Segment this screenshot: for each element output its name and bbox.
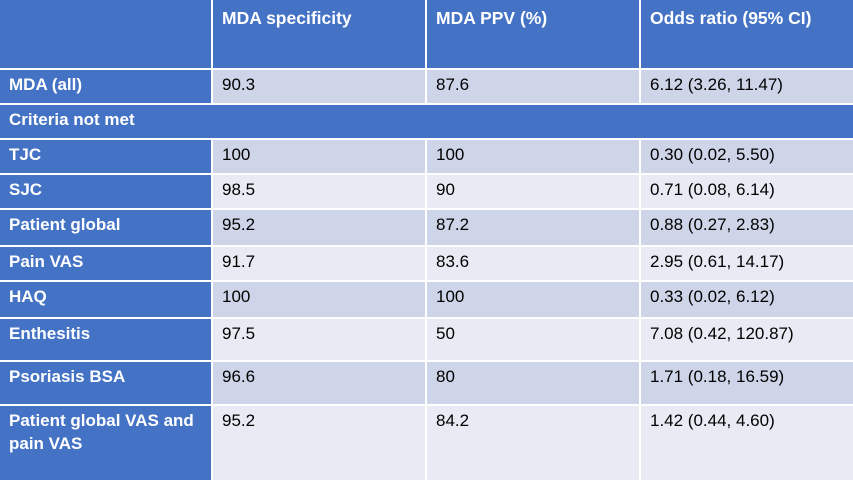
cell-value: 100 — [427, 282, 639, 317]
cell-value: 0.88 (0.27, 2.83) — [641, 210, 853, 245]
cell-value: 50 — [427, 319, 639, 360]
row-label-tjc: TJC — [0, 140, 211, 173]
cell-value: 95.2 — [213, 406, 425, 480]
cell-value: 80 — [427, 362, 639, 404]
cell-value: 90.3 — [213, 70, 425, 103]
cell-value: 0.33 (0.02, 6.12) — [641, 282, 853, 317]
cell-value: 90 — [427, 175, 639, 208]
cell-value: 2.95 (0.61, 14.17) — [641, 247, 853, 280]
cell-value: 7.08 (0.42, 120.87) — [641, 319, 853, 360]
cell-value: 96.6 — [213, 362, 425, 404]
cell-value: 95.2 — [213, 210, 425, 245]
cell-value: 83.6 — [427, 247, 639, 280]
section-label-criteria-not-met: Criteria not met — [0, 105, 853, 138]
row-label-enthesitis: Enthesitis — [0, 319, 211, 360]
cell-value: 100 — [213, 282, 425, 317]
cell-value: 98.5 — [213, 175, 425, 208]
cell-value: 1.71 (0.18, 16.59) — [641, 362, 853, 404]
row-label-patient-global: Patient global — [0, 210, 211, 245]
cell-value: 6.12 (3.26, 11.47) — [641, 70, 853, 103]
cell-value: 0.71 (0.08, 6.14) — [641, 175, 853, 208]
cell-value: 100 — [427, 140, 639, 173]
cell-value: 84.2 — [427, 406, 639, 480]
cell-value: 0.30 (0.02, 5.50) — [641, 140, 853, 173]
row-label-haq: HAQ — [0, 282, 211, 317]
cell-value: 1.42 (0.44, 4.60) — [641, 406, 853, 480]
header-cell-mda-ppv: MDA PPV (%) — [427, 0, 639, 68]
row-label-patient-global-and-pain-vas: Patient global VAS and pain VAS — [0, 406, 211, 480]
header-cell-blank — [0, 0, 211, 68]
row-label-psoriasis-bsa: Psoriasis BSA — [0, 362, 211, 404]
cell-value: 97.5 — [213, 319, 425, 360]
cell-value: 87.6 — [427, 70, 639, 103]
cell-value: 100 — [213, 140, 425, 173]
cell-value: 87.2 — [427, 210, 639, 245]
row-label-pain-vas: Pain VAS — [0, 247, 211, 280]
cell-value: 91.7 — [213, 247, 425, 280]
row-label-mda-all: MDA (all) — [0, 70, 211, 103]
row-label-sjc: SJC — [0, 175, 211, 208]
header-cell-mda-specificity: MDA specificity — [213, 0, 425, 68]
header-cell-odds-ratio: Odds ratio (95% CI) — [641, 0, 853, 68]
